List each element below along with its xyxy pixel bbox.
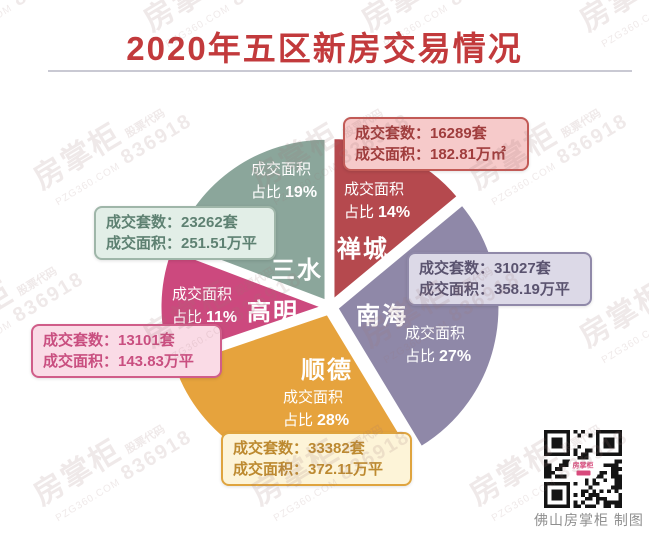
callout-units-line: 成交套数：16289套	[355, 125, 487, 142]
callout-area-line: 成交面积：143.83万平	[43, 353, 194, 370]
share-line2: 占比 28%	[283, 412, 350, 429]
page-title: 2020年五区新房交易情况	[126, 30, 523, 67]
credit-text: 佛山房掌柜 制图	[534, 512, 644, 528]
share-line1: 成交面积	[344, 181, 405, 198]
callout-units-line: 成交套数：23262套	[106, 214, 238, 231]
callout-shunde: 成交套数：33382套 成交面积：372.11万平	[221, 432, 412, 486]
slice-name-chancheng: 禅城	[337, 236, 389, 263]
slice-share-label-gaoming: 成交面积 占比 11%	[172, 283, 237, 329]
title-divider	[48, 70, 632, 72]
callout-area-line: 成交面积：358.19万平	[419, 281, 570, 298]
share-line2: 占比 19%	[251, 184, 318, 201]
slice-share-label-nanhai: 成交面积 占比 27%	[405, 322, 471, 368]
callout-sanshui: 成交套数：23262套 成交面积：251.51万平	[94, 206, 276, 260]
callout-area-line: 成交面积：182.81万㎡	[355, 146, 506, 163]
callout-area-line: 成交面积：372.11万平	[233, 461, 384, 478]
qr-logo-bar	[576, 470, 590, 476]
qr-logo-text: 房掌柜	[572, 462, 594, 470]
share-line1: 成交面积	[283, 389, 344, 406]
slice-name-sanshui: 三水	[271, 257, 323, 284]
callout-nanhai: 成交套数：31027套 成交面积：358.19万平	[407, 252, 592, 306]
slice-share-label-shunde: 成交面积 占比 28%	[283, 386, 349, 432]
qr-pattern	[544, 430, 622, 508]
share-line1: 成交面积	[405, 325, 466, 342]
callout-area-line: 成交面积：251.51万平	[106, 235, 257, 252]
callout-units-line: 成交套数：31027套	[419, 260, 551, 277]
share-line1: 成交面积	[172, 286, 233, 303]
share-line2: 占比 27%	[405, 348, 472, 365]
slice-name-nanhai: 南海	[356, 303, 408, 330]
qr-logo: 房掌柜	[569, 460, 597, 478]
slice-share-label-sanshui: 成交面积 占比 19%	[251, 158, 317, 204]
share-line2: 占比 14%	[344, 204, 411, 221]
qr-code: 房掌柜	[544, 430, 622, 508]
callout-units-line: 成交套数：33382套	[233, 440, 365, 457]
callout-chancheng: 成交套数：16289套 成交面积：182.81万㎡	[343, 117, 529, 171]
slice-share-label-chancheng: 成交面积 占比 14%	[344, 178, 410, 224]
slice-name-gaoming: 高明	[247, 299, 299, 326]
callout-gaoming: 成交套数：13101套 成交面积：143.83万平	[31, 324, 222, 378]
callout-units-line: 成交套数：13101套	[43, 332, 175, 349]
share-line2: 占比 11%	[172, 309, 238, 326]
slice-name-shunde: 顺德	[301, 357, 353, 384]
share-line1: 成交面积	[251, 161, 312, 178]
